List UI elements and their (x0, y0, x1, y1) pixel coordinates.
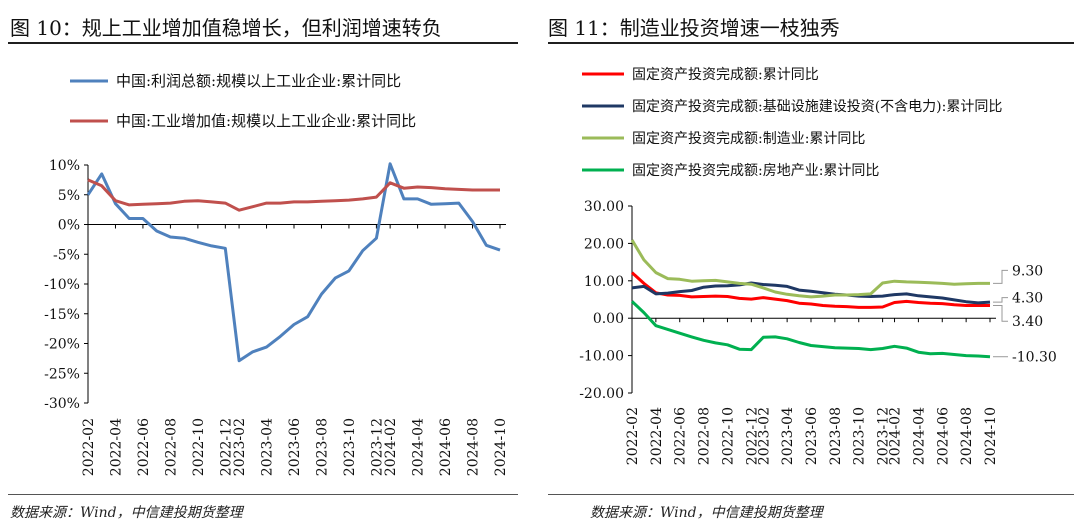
x-tick-label-8: 2023-06 (287, 418, 303, 476)
y-tick-label-0: 10% (49, 158, 80, 174)
right-line-chart: 固定资产投资完成额:累计同比固定资产投资完成额:基础设施建设投资(不含电力):累… (579, 67, 1057, 465)
end-label-2: 3.40 (1012, 314, 1043, 330)
series-line-2 (630, 239, 990, 299)
x-tick-label-14: 2024-06 (935, 407, 951, 465)
right-chart-title: 图 11：制造业投资增速一枝独秀 (548, 16, 840, 40)
end-label-0: 9.30 (1012, 263, 1043, 279)
legend-label-2: 固定资产投资完成额:制造业:累计同比 (632, 131, 865, 147)
left-source-note: 数据来源：Wind，中信建投期货整理 (10, 505, 243, 521)
right-source-note: 数据来源：Wind，中信建投期货整理 (590, 505, 823, 521)
y-tick-label-4: -10% (44, 277, 80, 293)
y-tick-label-2: 0% (58, 218, 80, 234)
x-tick-label-7: 2023-04 (260, 418, 276, 476)
left-title-rule (8, 42, 518, 44)
y-tick-label-3: 0.00 (593, 311, 624, 327)
series-line-3 (630, 300, 991, 359)
x-tick-label-9: 2023-08 (828, 407, 844, 465)
end-label-leader-1 (993, 297, 1008, 303)
x-tick-label-2: 2022-06 (136, 418, 152, 476)
left-line-chart: 中国:利润总额:规模以上工业企业:累计同比中国:工业增加值:规模以上工业企业:累… (44, 72, 509, 476)
y-tick-label-6: -20% (44, 337, 80, 353)
x-tick-label-4: 2022-10 (720, 407, 736, 465)
x-tick-label-16: 2024-10 (983, 407, 999, 465)
x-tick-label-1: 2022-04 (649, 407, 665, 465)
right-title-rule (548, 42, 1074, 44)
x-tick-label-8: 2023-06 (804, 407, 820, 465)
x-tick-label-13: 2024-04 (411, 418, 427, 476)
x-tick-label-5: 2022-12 (744, 407, 760, 465)
end-label-3: -10.30 (1012, 350, 1057, 366)
x-tick-label-3: 2022-08 (163, 418, 179, 476)
y-tick-label-1: 20.00 (584, 236, 624, 252)
y-tick-label-7: -25% (44, 366, 80, 382)
right-footer-rule (548, 494, 1074, 495)
left-footer-rule (8, 494, 518, 495)
end-label-1: 4.30 (1012, 291, 1043, 307)
x-tick-label-11: 2023-12 (369, 418, 385, 476)
legend-label-0: 固定资产投资完成额:累计同比 (632, 67, 819, 83)
y-tick-label-3: -5% (53, 247, 80, 263)
x-tick-label-16: 2024-10 (493, 418, 509, 476)
series-line-0 (86, 162, 501, 363)
x-tick-label-9: 2023-08 (314, 418, 330, 476)
y-tick-label-0: 30.00 (584, 199, 624, 215)
legend-label-1: 中国:工业增加值:规模以上工业企业:累计同比 (116, 112, 416, 130)
x-tick-label-0: 2022-02 (625, 407, 641, 465)
series-line-1 (87, 178, 500, 212)
x-tick-label-2: 2022-06 (673, 407, 689, 465)
x-tick-label-7: 2023-04 (780, 407, 796, 465)
legend-label-3: 固定资产投资完成额:房地产业:累计同比 (632, 163, 879, 179)
y-tick-label-5: -20.00 (579, 386, 624, 402)
x-tick-label-13: 2024-04 (911, 407, 927, 465)
y-tick-label-1: 5% (58, 188, 80, 204)
legend-label-1: 固定资产投资完成额:基础设施建设投资(不含电力):累计同比 (632, 98, 1002, 115)
x-tick-label-5: 2022-12 (218, 418, 234, 476)
x-tick-label-12: 2024-02 (888, 407, 904, 465)
x-tick-label-6: 2023-02 (232, 418, 248, 476)
legend-label-0: 中国:利润总额:规模以上工业企业:累计同比 (116, 72, 401, 90)
x-tick-label-10: 2023-10 (342, 418, 358, 476)
left-chart-title: 图 10：规上工业增加值稳增长，但利润增速转负 (10, 16, 442, 40)
series-line-1 (631, 281, 991, 305)
x-tick-label-14: 2024-06 (438, 418, 454, 476)
y-tick-label-2: 10.00 (584, 274, 624, 290)
end-label-leader-0 (993, 269, 1008, 284)
x-tick-label-15: 2024-08 (466, 418, 482, 476)
x-tick-label-1: 2022-04 (108, 418, 124, 476)
x-tick-label-15: 2024-08 (959, 407, 975, 465)
x-tick-label-3: 2022-08 (697, 407, 713, 465)
series-line-0 (630, 271, 990, 309)
x-tick-label-10: 2023-10 (852, 407, 868, 465)
x-tick-label-11: 2023-12 (876, 407, 892, 465)
y-tick-label-5: -15% (44, 307, 80, 323)
x-tick-label-4: 2022-10 (191, 418, 207, 476)
x-tick-label-0: 2022-02 (81, 418, 97, 476)
y-tick-label-8: -30% (44, 396, 80, 412)
x-tick-label-12: 2024-02 (383, 418, 399, 476)
x-tick-label-6: 2023-02 (756, 407, 772, 465)
y-tick-label-4: -10.00 (579, 349, 624, 365)
end-label-leader-2 (993, 304, 1008, 322)
